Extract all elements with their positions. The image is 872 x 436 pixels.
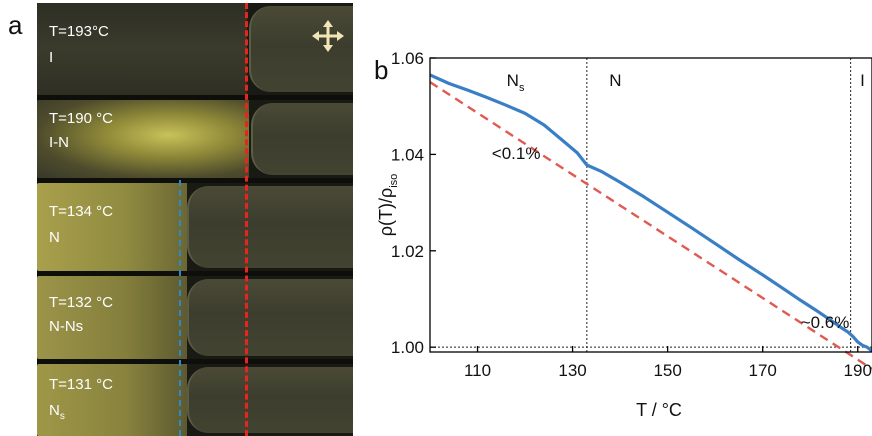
strip-divider (37, 271, 353, 276)
x-tick-label-4: 190 (844, 361, 872, 380)
strip-5-temperature: T=131 °C (49, 376, 113, 393)
y-tick-label-3: 1.06 (391, 49, 424, 68)
x-axis-label: T / °C (636, 400, 682, 420)
strip-1-temperature: T=193°C (49, 23, 109, 40)
panel-a-letter: a (8, 10, 23, 40)
strip-1-phase: I (49, 49, 54, 66)
strip-3-phase: N (49, 229, 60, 246)
phase-label-0: Ns (507, 71, 525, 94)
plot-frame (429, 57, 872, 353)
crossed-arrows-icon (312, 20, 344, 52)
strip-5-phase: Ns (49, 402, 65, 422)
strip-4-phase: N-Ns (49, 318, 84, 335)
y-tick-label-0: 1.00 (391, 338, 424, 357)
phase-label-subscript: s (519, 82, 525, 94)
strip-5-phase-subscript: s (59, 411, 65, 422)
micrograph-strip-1: T=193°C I (37, 3, 353, 95)
phase-label-2: I (860, 71, 865, 90)
micrograph-strip-3: T=134 °C N (37, 183, 353, 271)
x-tick-label-2: 150 (653, 361, 681, 380)
annotation-1: ~0.6% (801, 313, 850, 332)
density-data-line (429, 73, 872, 353)
strip-2-temperature: T=190 °C (49, 110, 113, 127)
strip-divider (37, 359, 353, 364)
microscopy-panel: T=193°C I T=190 °C I-N T=134 °C N T=132 … (37, 3, 353, 436)
micrograph-strip-4: T=132 °C N-Ns (37, 276, 353, 359)
y-axis-label: ρ(T)/ρiso (376, 174, 400, 237)
strip-4-temperature: T=132 °C (49, 294, 113, 311)
panel-b-letter: b (374, 55, 388, 85)
y-tick-label-1: 1.02 (391, 242, 424, 261)
x-tick-label-1: 130 (558, 361, 586, 380)
x-tick-label-0: 110 (464, 361, 491, 380)
micrograph-strip-5: T=131 °C Ns (37, 364, 353, 436)
y-tick-label-2: 1.04 (391, 145, 424, 164)
red-dashed-marker (245, 3, 248, 436)
strip-divider (37, 95, 353, 100)
strip-3-temperature: T=134 °C (49, 203, 113, 220)
y-axis-label-subscript: iso (388, 174, 400, 188)
phase-label-1: N (609, 71, 621, 90)
density-chart: b 110 130 150 170 190 1.00 1.02 1.04 1.06 Ns N I <0.… (374, 49, 872, 420)
blue-dashed-marker (179, 180, 181, 436)
annotation-0: <0.1% (492, 144, 541, 163)
x-tick-label-3: 170 (749, 361, 777, 380)
micrograph-strip-2: T=190 °C I-N (37, 100, 353, 178)
strip-2-phase: I-N (49, 134, 69, 151)
linear-fit-line (429, 81, 872, 370)
strip-divider (37, 178, 353, 183)
